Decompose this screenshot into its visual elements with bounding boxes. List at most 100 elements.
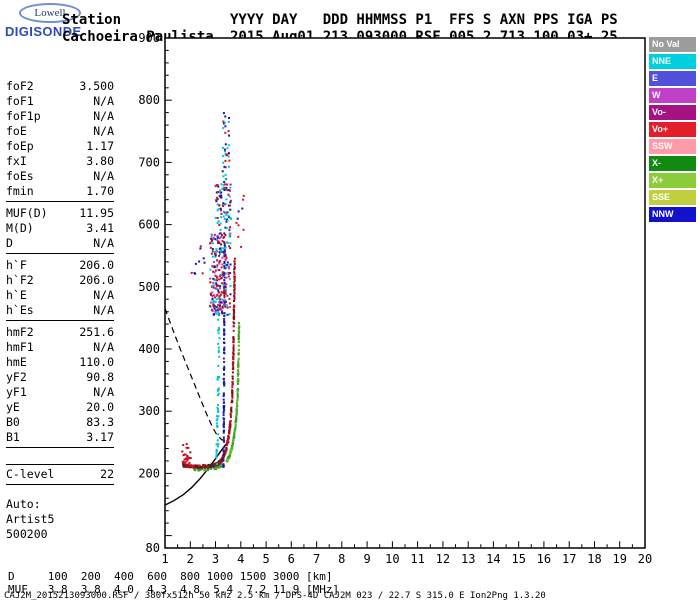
legend-item-sse: SSE	[649, 190, 696, 205]
legend-item-nne: NNE	[649, 54, 696, 69]
x-tick-label: 2	[187, 552, 194, 566]
y-tick-label: 400	[138, 342, 160, 356]
param-label-d: D	[6, 236, 13, 250]
param-row-foep: foEp 1.17	[6, 139, 114, 154]
param-label-fxi: fxI	[6, 154, 27, 168]
param-value-b1: 3.17	[86, 430, 114, 444]
param-footer: Auto: Artist5 500200	[6, 497, 114, 542]
param-row-fxi: fxI 3.80	[6, 154, 114, 169]
x-tick-label: 14	[486, 552, 500, 566]
param-label-fof1p: foF1p	[6, 109, 41, 123]
param-row-hf: h`F 206.0	[6, 258, 114, 273]
param-label-c-level: C-level	[6, 467, 55, 481]
param-value-hmf2: 251.6	[79, 325, 114, 339]
header-station-label: Station	[62, 12, 122, 28]
param-row-yf1: yF1 N/A	[6, 385, 114, 400]
param-label-foep: foEp	[6, 139, 34, 153]
legend-item-no-val: No Val	[649, 37, 696, 52]
param-value-hme: 110.0	[79, 355, 114, 369]
param-value-m(d): 3.41	[86, 221, 114, 235]
param-label-hf2: h`F2	[6, 273, 34, 287]
x-tick-label: 18	[587, 552, 601, 566]
param-label-hmf1: hmF1	[6, 340, 34, 354]
legend-item-vo+: Vo+	[649, 122, 696, 137]
legend-item-nnw: NNW	[649, 207, 696, 222]
x-tick-label: 7	[313, 552, 320, 566]
param-label-ye: yE	[6, 400, 20, 414]
profile-curve-topside-model-dashed	[164, 308, 227, 442]
param-row-ye: yE 20.0	[6, 400, 114, 415]
x-tick-label: 1	[161, 552, 168, 566]
param-value-foe: N/A	[93, 124, 114, 138]
param-label-hes: h`Es	[6, 303, 34, 317]
param-row-he: h`E N/A	[6, 288, 114, 303]
x-tick-label: 10	[385, 552, 399, 566]
x-tick-label: 13	[461, 552, 475, 566]
param-value-ye: 20.0	[86, 400, 114, 414]
y-tick-label: 500	[138, 280, 160, 294]
x-tick-label: 19	[612, 552, 626, 566]
param-label-foes: foEs	[6, 169, 34, 183]
param-value-yf2: 90.8	[86, 370, 114, 384]
param-row-fof2: foF2 3.500	[6, 79, 114, 94]
x-tick-label: 16	[537, 552, 551, 566]
x-tick-label: 6	[288, 552, 295, 566]
param-value-c-level: 22	[100, 467, 114, 481]
y-tick-label: 300	[138, 404, 160, 418]
param-value-b0: 83.3	[86, 415, 114, 429]
x-tick-label: 9	[363, 552, 370, 566]
param-label-he: h`E	[6, 288, 27, 302]
param-label-hmf2: hmF2	[6, 325, 34, 339]
param-group-3: hmF2 251.6 hmF1 N/A hmE 110.0 yF2 90.8 yF1 N/A yE 2…	[6, 325, 114, 448]
param-label-muf(d): MUF(D)	[6, 206, 48, 220]
param-label-b1: B1	[6, 430, 20, 444]
param-group-4: C-level 22	[6, 464, 114, 485]
param-label-fof1: foF1	[6, 94, 34, 108]
param-row-b1: B1 3.17	[6, 430, 114, 445]
param-value-fmin: 1.70	[86, 184, 114, 198]
param-row-fof1: foF1 N/A	[6, 94, 114, 109]
lowell-logo-oval: Lowell	[19, 3, 81, 23]
y-tick-label: 80	[146, 541, 160, 555]
distance-row: D 100 200 400 600 800 1000 1500 3000 [km…	[8, 570, 333, 583]
param-row-muf(d): MUF(D) 11.95	[6, 206, 114, 221]
param-group-0: foF2 3.500 foF1 N/A foF1p N/A foE N/A foEp 1.17 fx…	[6, 79, 114, 202]
param-footer-500200: 500200	[6, 527, 48, 541]
param-value-fof1p: N/A	[93, 109, 114, 123]
param-value-fxi: 3.80	[86, 154, 114, 168]
param-row-fof1p: foF1p N/A	[6, 109, 114, 124]
param-value-yf1: N/A	[93, 385, 114, 399]
param-label-foe: foE	[6, 124, 27, 138]
param-row-hmf1: hmF1 N/A	[6, 340, 114, 355]
param-row-m(d): M(D) 3.41	[6, 221, 114, 236]
x-tick-label: 20	[638, 552, 652, 566]
param-footer-auto: Auto:	[6, 497, 41, 511]
param-row-yf2: yF2 90.8	[6, 370, 114, 385]
param-footer-artist5: Artist5	[6, 512, 55, 526]
param-row-d: D N/A	[6, 236, 114, 251]
param-row-fmin: fmin 1.70	[6, 184, 114, 199]
param-value-fof2: 3.500	[79, 79, 114, 93]
legend-item-e: E	[649, 71, 696, 86]
status-line: CAJ2M_2015213093000.RSF / 380fx512h 50 k…	[4, 591, 546, 601]
param-value-hf: 206.0	[79, 258, 114, 272]
y-tick-label: 600	[138, 218, 160, 232]
param-row-hmf2: hmF2 251.6	[6, 325, 114, 340]
header-fields-line: YYYY DAY DDD HHMMSS P1 FFS S AXN PPS IGA…	[230, 12, 618, 28]
x-tick-label: 15	[511, 552, 525, 566]
axis-ticks	[164, 49, 646, 548]
y-tick-label: 800	[138, 93, 160, 107]
d-muf-table: D 100 200 400 600 800 1000 1500 3000 [km…	[8, 570, 339, 596]
x-tick-label: 17	[562, 552, 576, 566]
param-label-fof2: foF2	[6, 79, 34, 93]
param-label-fmin: fmin	[6, 184, 34, 198]
x-tick-label: 11	[410, 552, 424, 566]
profile-curve-bottomside-solid	[164, 440, 229, 506]
param-group-2: h`F 206.0 h`F2 206.0 h`E N/A h`Es N/A	[6, 258, 114, 321]
param-row-hme: hmE 110.0	[6, 355, 114, 370]
param-label-yf1: yF1	[6, 385, 27, 399]
header-values-line: 2015 Aug01 213 093000 RSF 005 2 713 100 …	[230, 29, 618, 45]
param-value-he: N/A	[93, 288, 114, 302]
